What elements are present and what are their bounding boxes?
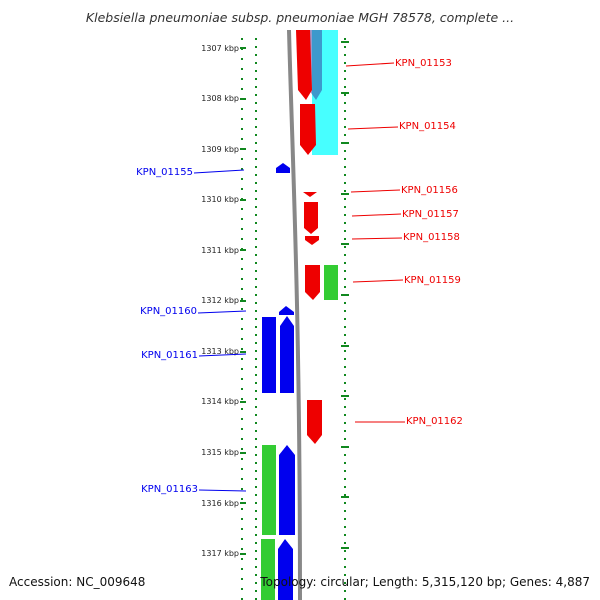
gene-label[interactable]: KPN_01162 <box>406 416 463 427</box>
gene-arrow-kpn-01156[interactable] <box>303 192 317 197</box>
ruler-label: 1311 kbp <box>201 246 239 255</box>
ruler-label: 1315 kbp <box>201 448 239 457</box>
gene-arrow-kpn-01163[interactable] <box>261 445 295 600</box>
ruler-label: 1314 kbp <box>201 397 239 406</box>
left-gene-labels: KPN_01155 KPN_01160 KPN_01161 KPN_01163 <box>136 167 247 495</box>
ruler-label: 1308 kbp <box>201 94 239 103</box>
ruler-label: 1307 kbp <box>201 44 239 53</box>
gene-arrow-kpn-01159[interactable] <box>305 265 338 300</box>
gene-arrow-kpn-01155[interactable] <box>276 163 290 173</box>
gene-arrow-kpn-01160[interactable] <box>279 306 294 315</box>
gene-arrow-kpn-01157[interactable] <box>304 202 318 234</box>
accession-info: Accession: NC_009648 <box>9 575 146 589</box>
ruler-label: 1309 kbp <box>201 145 239 154</box>
track-guides <box>241 38 346 600</box>
gene-label[interactable]: KPN_01158 <box>403 232 460 243</box>
ruler-label: 1317 kbp <box>201 549 239 558</box>
gene-label[interactable]: KPN_01154 <box>399 121 456 132</box>
ruler-label: 1316 kbp <box>201 499 239 508</box>
ruler-label: 1313 kbp <box>201 347 239 356</box>
ruler-labels: 1307 kbp 1308 kbp 1309 kbp 1310 kbp 1311… <box>201 44 239 558</box>
genome-backbone <box>287 29 302 600</box>
gene-label[interactable]: KPN_01161 <box>141 350 198 361</box>
ruler-label: 1310 kbp <box>201 195 239 204</box>
ruler-ticks <box>240 41 349 555</box>
ruler-label: 1312 kbp <box>201 296 239 305</box>
gene-label[interactable]: KPN_01160 <box>140 306 197 317</box>
gene-label[interactable]: KPN_01153 <box>395 58 452 69</box>
map-title: Klebsiella pneumoniae subsp. pneumoniae … <box>85 10 515 25</box>
gene-arrow-kpn-01153[interactable] <box>296 30 338 155</box>
gene-label[interactable]: KPN_01157 <box>402 209 459 220</box>
right-gene-labels: KPN_01153 KPN_01154 KPN_01156 KPN_01157 … <box>345 58 463 427</box>
gene-arrow-kpn-01158[interactable] <box>305 236 319 245</box>
gene-arrow-kpn-01162[interactable] <box>307 400 322 444</box>
gene-arrow-kpn-01161[interactable] <box>262 316 294 393</box>
topology-info: Topology: circular; Length: 5,315,120 bp… <box>260 575 590 589</box>
gene-arrow-kpn-01154[interactable] <box>300 104 316 155</box>
gene-label[interactable]: KPN_01156 <box>401 185 458 196</box>
gene-label[interactable]: KPN_01155 <box>136 167 193 178</box>
gene-label[interactable]: KPN_01159 <box>404 275 461 286</box>
gene-label[interactable]: KPN_01163 <box>141 484 198 495</box>
